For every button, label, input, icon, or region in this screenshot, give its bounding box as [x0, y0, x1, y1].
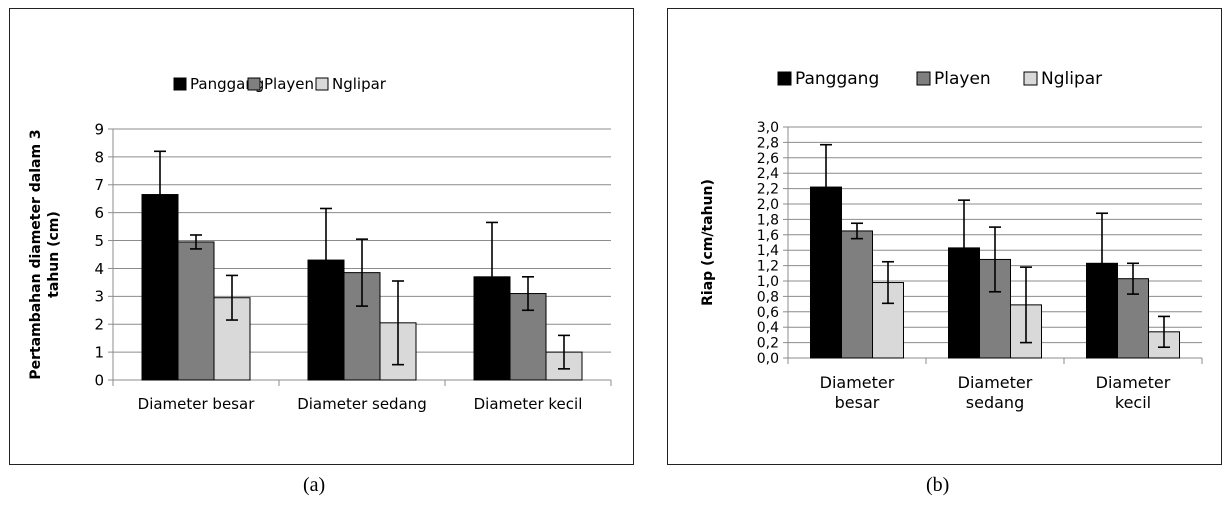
chart-panel-b: 0,0 0,2 0,4 0,6 0,8 1,0 1,2 1,4 1,6 1,8 2,0 2,2 2,4 2… [667, 8, 1222, 465]
y-tick-label: 1,6 [757, 228, 779, 244]
y-tick-label: 0,4 [757, 320, 779, 336]
y-tick-label: 4 [94, 260, 104, 278]
y-tick-label: 5 [94, 232, 104, 250]
legend-label-panggang: Panggang [795, 69, 879, 89]
y-tick-label: 2 [94, 316, 104, 334]
y-axis-title: Pertambahan diameter dalam 3 [28, 129, 44, 379]
y-axis-title: tahun (cm) [46, 211, 62, 298]
y-tick-label: 2,2 [757, 182, 779, 198]
x-category-label: Diameter kecil [1096, 373, 1171, 412]
y-tick-label: 1,8 [757, 212, 779, 228]
x-category-label-line: sedang [966, 393, 1024, 412]
x-category-label-line: Diameter [958, 373, 1033, 392]
x-category-label-line: kecil [1115, 393, 1151, 412]
y-tick-label: 0,0 [757, 351, 779, 367]
y-tick-label: 2,0 [757, 197, 779, 213]
y-tick-label: 0,8 [757, 289, 779, 305]
y-tick-label: 2,6 [757, 151, 779, 167]
legend-swatch-nglipar [315, 77, 329, 91]
x-category-label: Diameter sedang [297, 395, 427, 413]
caption-a: (a) [303, 474, 326, 496]
y-tick-label: 0,2 [757, 336, 779, 352]
caption-b: (b) [926, 474, 950, 496]
y-tick-label: 1,2 [757, 259, 779, 275]
x-category-label: Diameter kecil [474, 395, 583, 413]
y-tick-label: 7 [94, 176, 104, 194]
x-category-label: Diameter besar [138, 395, 256, 413]
y-axis-title: Riap (cm/tahun) [700, 179, 716, 306]
y-tick-label: 0,6 [757, 305, 779, 321]
legend-label-playen: Playen [264, 75, 314, 93]
y-tick-label: 1,0 [757, 274, 779, 290]
x-category-label: Diameter sedang [958, 373, 1033, 412]
legend-swatch-playen [916, 71, 931, 86]
legend-swatch-playen [247, 77, 261, 91]
legend-swatch-panggang [173, 77, 187, 91]
y-tick-label: 6 [94, 204, 104, 222]
legend-label-nglipar: Nglipar [332, 75, 387, 93]
legend-swatch-panggang [777, 71, 792, 86]
y-tick-label: 1,4 [757, 243, 779, 259]
legend-swatch-nglipar [1023, 71, 1038, 86]
legend-label-nglipar: Nglipar [1041, 69, 1102, 89]
y-tick-label: 0 [94, 371, 104, 389]
bar-playen [177, 241, 215, 381]
chart-panel-a: 0 1 2 3 4 5 6 7 8 9 Diameter besar Diameter sedang D… [9, 8, 634, 465]
chart-a-svg: 0 1 2 3 4 5 6 7 8 9 Diameter besar Diameter sedang D… [28, 75, 612, 413]
x-category-label-line: Diameter [1096, 373, 1171, 392]
y-tick-label: 2,4 [757, 166, 779, 182]
y-tick-label: 9 [94, 120, 104, 138]
y-tick-label: 1 [94, 344, 104, 362]
y-tick-label: 2,8 [757, 135, 779, 151]
x-category-label: Diameter besar [820, 373, 895, 412]
y-tick-label: 3,0 [757, 120, 779, 136]
chart-b-svg: 0,00,20,40,60,81,01,21,41,61,82,02,22,42… [700, 69, 1203, 412]
legend-label-playen: Playen [934, 69, 991, 89]
x-category-label-line: besar [835, 393, 880, 412]
y-tick-label: 8 [94, 148, 104, 166]
legend-label-panggang: Panggang [190, 75, 264, 93]
bar-playen [841, 230, 873, 359]
y-tick-label: 3 [94, 288, 104, 306]
x-category-label-line: Diameter [820, 373, 895, 392]
